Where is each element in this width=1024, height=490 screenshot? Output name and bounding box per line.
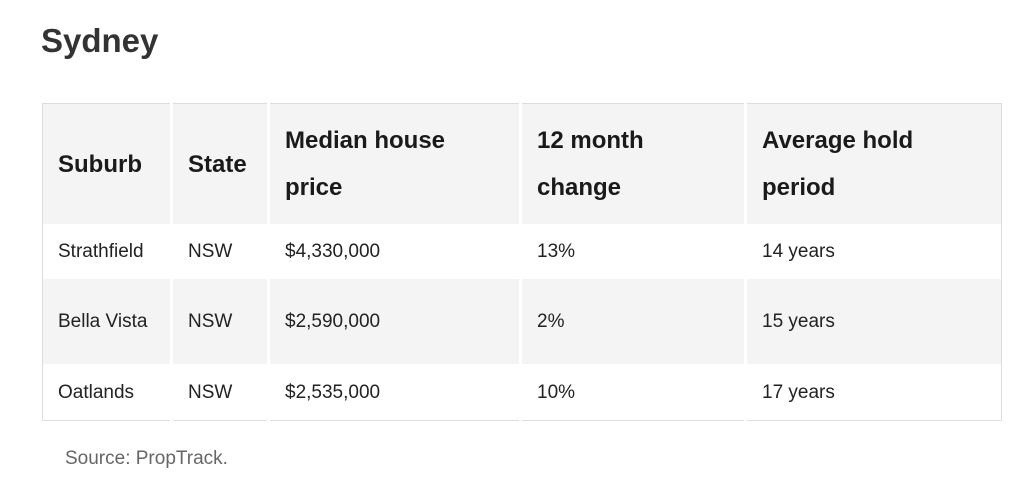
table-row: Strathfield NSW $4,330,000 13% 14 years: [42, 224, 1002, 279]
table-cell: $2,535,000: [268, 364, 522, 421]
table-cell: Strathfield: [42, 224, 173, 279]
table-cell: Bella Vista: [42, 279, 173, 364]
table-cell: 2%: [520, 279, 747, 364]
source-note: Source: PropTrack.: [65, 448, 228, 469]
header-row: Suburb State Median house price 12 month ch…: [42, 103, 1002, 224]
header-cell: Median house price: [268, 103, 522, 224]
table-row: Bella Vista NSW $2,590,000 2% 15 years: [42, 279, 1002, 364]
header-cell: Suburb: [42, 103, 173, 224]
table-cell: $2,590,000: [268, 279, 522, 364]
table-body: Strathfield NSW $4,330,000 13% 14 years Bella…: [42, 224, 1002, 421]
table-cell: 13%: [520, 224, 747, 279]
table-cell: NSW: [171, 279, 270, 364]
data-table: Suburb State Median house price 12 month ch…: [42, 103, 1002, 421]
table-row: Oatlands NSW $2,535,000 10% 17 years: [42, 364, 1002, 421]
header-cell: State: [171, 103, 270, 224]
table-cell: 15 years: [745, 279, 1002, 364]
table-cell: 10%: [520, 364, 747, 421]
table-cell: $4,330,000: [268, 224, 522, 279]
table-cell: NSW: [171, 224, 270, 279]
header-cell: 12 month change: [520, 103, 747, 224]
table-cell: 17 years: [745, 364, 1002, 421]
title: Sydney: [41, 22, 159, 59]
table-cell: NSW: [171, 364, 270, 421]
table-cell: Oatlands: [42, 364, 173, 421]
header-cell: Average hold period: [745, 103, 1002, 224]
table-cell: 14 years: [745, 224, 1002, 279]
